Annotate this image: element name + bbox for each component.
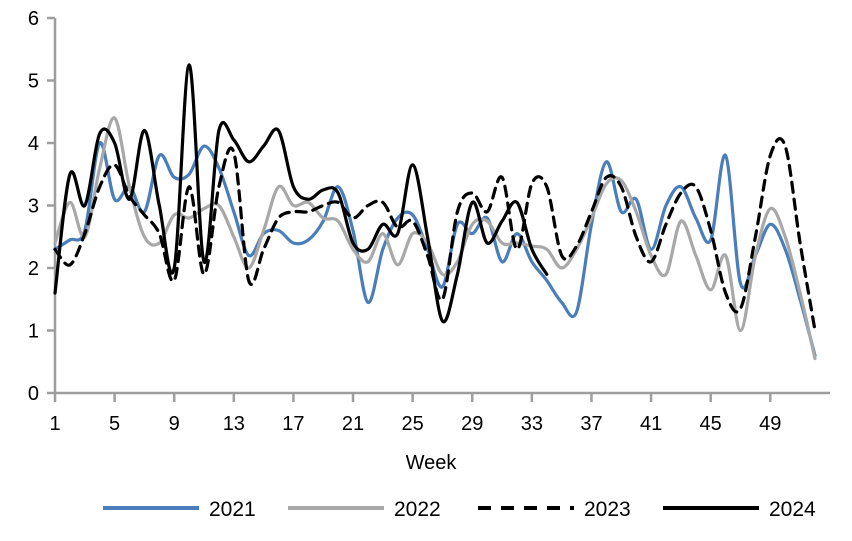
x-tick-label: 25 <box>402 413 424 435</box>
legend-item-2021: 2021 <box>103 498 256 521</box>
x-tick-label: 49 <box>759 413 781 435</box>
x-tick-label: 17 <box>282 413 304 435</box>
y-tick-label: 3 <box>28 196 39 218</box>
y-tick-label: 1 <box>28 321 39 343</box>
x-axis-title: Week <box>406 452 458 474</box>
x-tick-label: 37 <box>580 413 602 435</box>
legend-label: 2022 <box>394 498 441 521</box>
x-tick-label: 29 <box>461 413 483 435</box>
x-tick-label: 21 <box>342 413 364 435</box>
y-tick-label: 2 <box>28 258 39 280</box>
legend-label: 2021 <box>209 498 256 521</box>
series-line-2023 <box>53 137 817 333</box>
y-tick-label: 6 <box>28 8 39 30</box>
y-tick-label: 0 <box>28 383 39 405</box>
x-tick-label: 1 <box>49 413 60 435</box>
x-tick-label: 41 <box>640 413 662 435</box>
chart-legend: 2021 2022 2023 2024 <box>103 498 816 521</box>
y-tick-label: 4 <box>28 133 39 155</box>
x-tick-label: 5 <box>109 413 120 435</box>
x-tick-label: 45 <box>700 413 722 435</box>
legend-item-2023: 2023 <box>478 498 631 521</box>
series-line-2022 <box>53 116 817 361</box>
x-tick-label: 9 <box>169 413 180 435</box>
legend-item-2024: 2024 <box>663 498 816 521</box>
x-tick-label: 33 <box>521 413 543 435</box>
legend-label: 2023 <box>584 498 631 521</box>
series-line-2024 <box>53 63 549 324</box>
axes <box>53 18 830 395</box>
legend-label: 2024 <box>769 498 816 521</box>
legend-item-2022: 2022 <box>288 498 441 521</box>
x-tick-label: 13 <box>223 413 245 435</box>
data-series <box>53 63 817 361</box>
series-line-2021 <box>53 141 817 358</box>
y-tick-label: 5 <box>28 71 39 93</box>
